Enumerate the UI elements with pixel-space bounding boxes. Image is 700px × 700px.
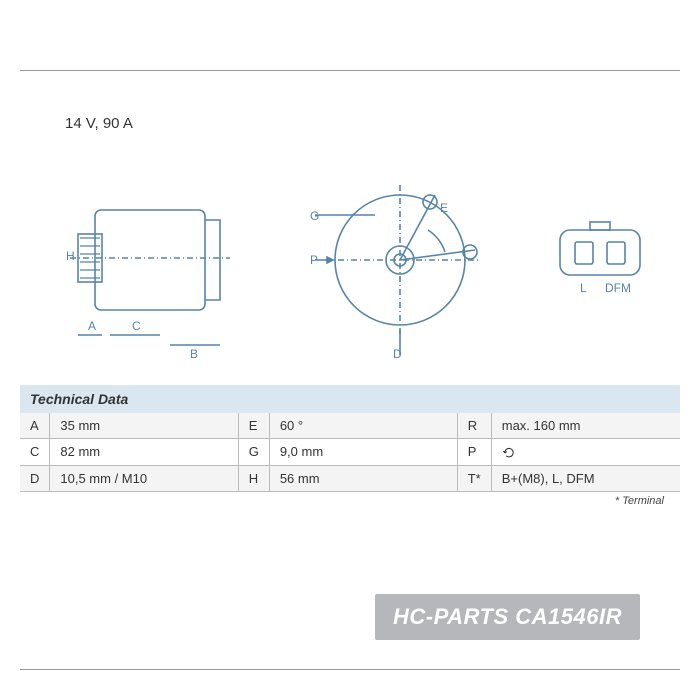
dim-label-c: C [132, 319, 141, 333]
alternator-front-view: E G P D [280, 160, 500, 360]
spec-value: 82 mm [50, 439, 238, 466]
spec-key: P [457, 439, 491, 466]
table-row: D10,5 mm / M10H56 mmT*B+(M8), L, DFM [20, 465, 680, 491]
spec-key: T* [457, 465, 491, 491]
dim-label-p: P [310, 253, 318, 267]
spec-key: C [20, 439, 50, 466]
spec-value: 10,5 mm / M10 [50, 465, 238, 491]
spec-value: max. 160 mm [491, 413, 680, 439]
table-row: A35 mmE60 °Rmax. 160 mm [20, 413, 680, 439]
spec-key: A [20, 413, 50, 439]
pin-label-l: L [580, 281, 587, 295]
table-row: C82 mmG9,0 mmP [20, 439, 680, 466]
spec-key: E [238, 413, 269, 439]
dim-label-a: A [88, 319, 96, 333]
connector-view: L DFM [540, 200, 660, 320]
spec-key: G [238, 439, 269, 466]
alternator-side-view: A C B H [60, 160, 240, 360]
dim-label-b: B [190, 347, 198, 360]
dim-label-g: G [310, 209, 319, 223]
spec-key: R [457, 413, 491, 439]
dim-label-h: H [66, 249, 75, 263]
table-title: Technical Data [20, 385, 680, 413]
technical-data-table: Technical Data A35 mmE60 °Rmax. 160 mmC8… [20, 385, 680, 507]
spec-value: 56 mm [269, 465, 457, 491]
spec-key: H [238, 465, 269, 491]
brand-watermark: HC-PARTS CA1546IR [375, 594, 640, 640]
technical-diagrams: A C B H [60, 150, 660, 370]
dim-label-e: E [440, 201, 448, 215]
brand-name: HC-PARTS [393, 604, 509, 629]
rotation-icon [491, 439, 680, 466]
part-number: CA1546IR [515, 604, 622, 629]
spec-table: A35 mmE60 °Rmax. 160 mmC82 mmG9,0 mmP D1… [20, 413, 680, 492]
pin-label-dfm: DFM [605, 281, 631, 295]
spec-value: 60 ° [269, 413, 457, 439]
spec-value: 35 mm [50, 413, 238, 439]
spec-key: D [20, 465, 50, 491]
dim-label-d: D [393, 347, 402, 360]
voltage-current-spec: 14 V, 90 A [65, 115, 133, 132]
table-footnote: * Terminal [20, 492, 680, 507]
spec-value: 9,0 mm [269, 439, 457, 466]
spec-value: B+(M8), L, DFM [491, 465, 680, 491]
